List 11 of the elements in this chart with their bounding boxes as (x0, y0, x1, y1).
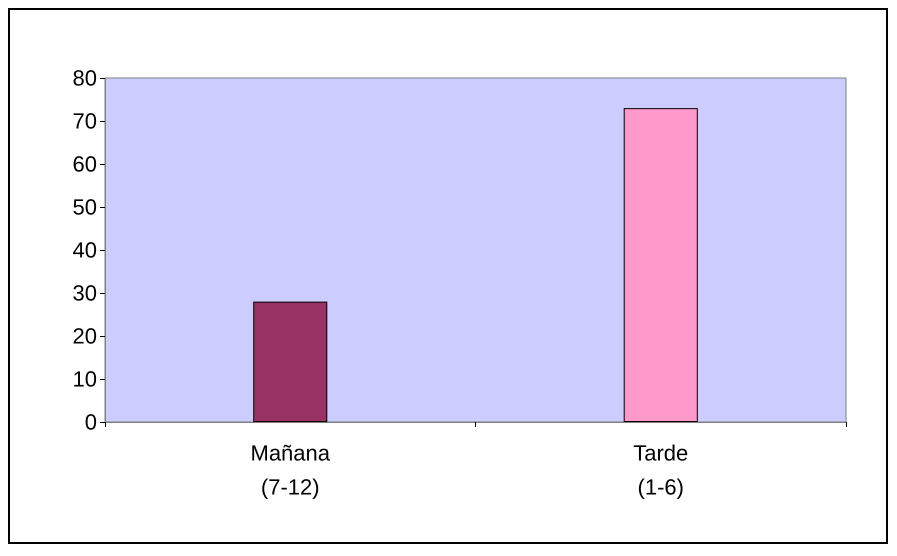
y-tick-label: 10 (72, 366, 97, 392)
y-tick-label: 60 (72, 152, 97, 176)
y-tick-label: 20 (72, 324, 97, 348)
y-tick-label: 40 (72, 238, 97, 262)
x-tick-label: Mañana (7-12) (250, 440, 331, 500)
y-tick-label: 50 (72, 194, 97, 220)
y-tick-label: 30 (72, 280, 97, 306)
x-tick-label: Tarde (1-6) (633, 440, 688, 500)
y-tick-label: 80 (72, 66, 97, 90)
y-tick-label: 0 (84, 410, 97, 434)
y-tick-label: 70 (72, 108, 97, 134)
